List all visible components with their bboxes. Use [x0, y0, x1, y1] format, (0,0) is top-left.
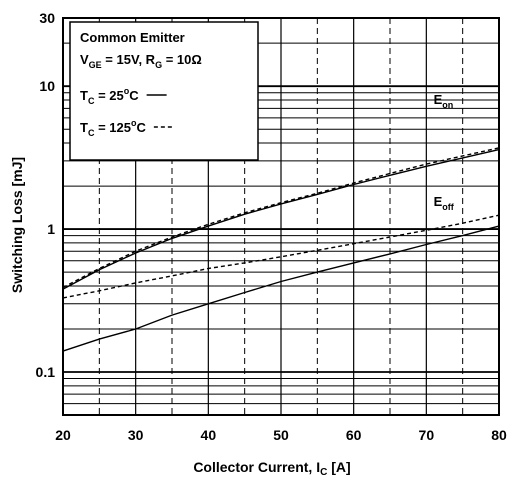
legend: Common Emitter VGE = 15V, RG = 10Ω TC = 25…: [69, 21, 259, 161]
series-eoff-25c: [62, 225, 500, 352]
x-axis-title: Collector Current, IC [A]: [193, 459, 350, 478]
tick-labels: 20 30 40 50 60 70 80 0.1 1 10 30: [36, 10, 507, 443]
x-tick-label: 50: [273, 427, 289, 443]
legend-entry: TC = 125oC: [80, 118, 146, 138]
grid: [62, 18, 500, 415]
y-tick-label: 10: [39, 78, 55, 94]
legend-title: Common Emitter: [80, 30, 185, 45]
x-tick-label: 30: [128, 427, 144, 443]
legend-box: [69, 21, 259, 161]
y-tick-label: 30: [39, 10, 55, 26]
series-eon-125c: [62, 147, 500, 289]
x-tick-label: 60: [346, 427, 362, 443]
y-axis-title: Switching Loss [mJ]: [9, 157, 25, 293]
curve-labels: Eon Eoff: [434, 92, 455, 212]
curve-label-on: Eon: [434, 92, 454, 110]
y-tick-label: 0.1: [36, 364, 56, 380]
x-tick-label: 80: [491, 427, 507, 443]
curve-label-off: Eoff: [434, 194, 455, 212]
x-tick-label: 40: [201, 427, 217, 443]
legend-entry: VGE = 15V, RG = 10Ω: [80, 52, 202, 70]
series-lines: [62, 147, 500, 352]
x-tick-label: 70: [419, 427, 435, 443]
x-tick-label: 20: [55, 427, 71, 443]
y-tick-label: 1: [47, 221, 55, 237]
plot-frame: [62, 17, 500, 416]
legend-entry: TC = 25oC: [80, 86, 139, 106]
series-eon-25c: [62, 148, 500, 290]
